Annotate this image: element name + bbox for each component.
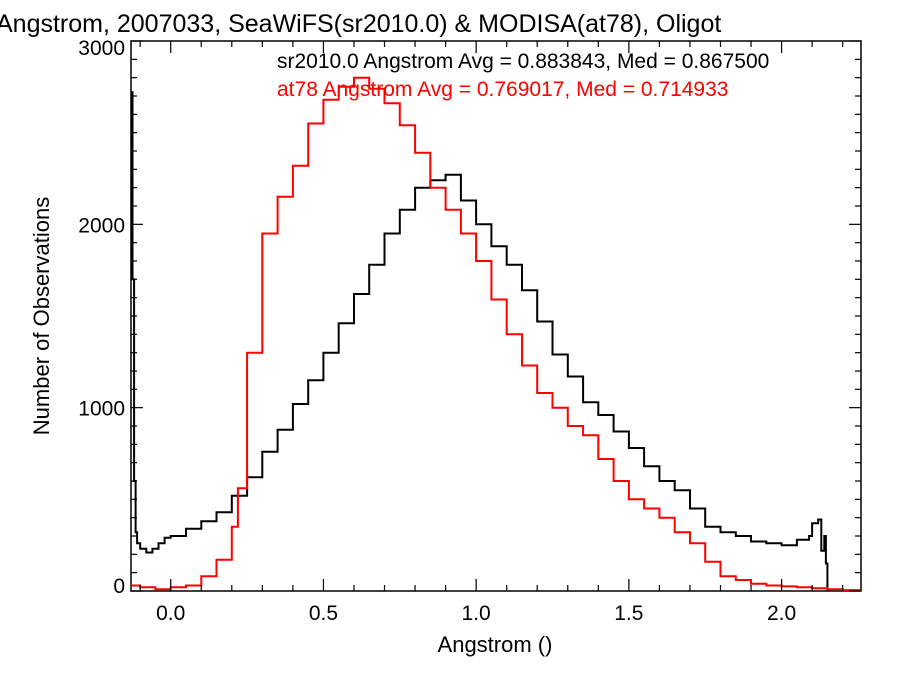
x-tick-label: 1.0: [462, 602, 491, 625]
x-tick-label: 1.5: [614, 602, 643, 625]
x-tick-label: 2.0: [767, 602, 796, 625]
x-tick-label: 0.5: [309, 602, 338, 625]
y-tick-label: 1000: [78, 398, 125, 421]
tick-labels: 0.0 0.5 1.0 1.5 2.0 0 1000 2000 3000: [78, 37, 796, 625]
series-layer: [131, 76, 861, 592]
series-line-0: [131, 91, 829, 591]
ticks-layer: [131, 40, 861, 592]
stats-annotation-1: at78 Angstrom Avg = 0.769017, Med = 0.71…: [277, 78, 728, 101]
series-line-1: [131, 76, 861, 592]
y-tick-label: 2000: [78, 214, 125, 237]
plot-frame: [130, 40, 862, 592]
x-axis-label: Angstrom (): [438, 632, 553, 657]
x-tick-label: 0.0: [156, 602, 185, 625]
y-axis-label: Number of Observations: [29, 197, 54, 435]
chart-title: Angstrom, 2007033, SeaWiFS(sr2010.0) & M…: [0, 10, 721, 38]
annotations: sr2010.0 Angstrom Avg = 0.883843, Med = …: [277, 50, 769, 101]
stats-annotation-0: sr2010.0 Angstrom Avg = 0.883843, Med = …: [277, 50, 769, 73]
y-tick-label: 3000: [78, 37, 125, 60]
y-tick-label: 0: [113, 575, 125, 598]
